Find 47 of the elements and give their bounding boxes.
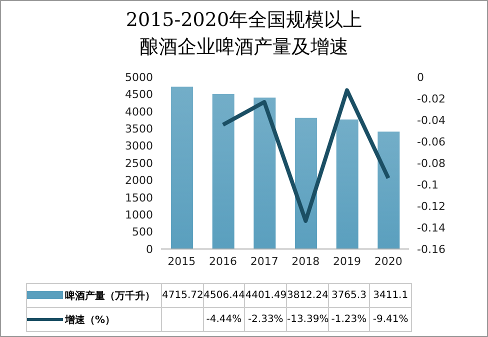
chart-title: 2015-2020年全国规模以上酿酒企业啤酒产量及增速 xyxy=(124,8,364,60)
data-label: -2.33% xyxy=(244,308,286,332)
x-tick-label: 2016 xyxy=(209,254,237,268)
y2-tick-label: -0.02 xyxy=(417,92,446,106)
y-tick-label: 4500 xyxy=(125,88,153,102)
data-label: 3812.24 xyxy=(286,284,328,308)
y2-tick-label: -0.08 xyxy=(417,156,446,170)
bar xyxy=(171,86,193,249)
data-label: -4.44% xyxy=(203,308,245,332)
data-label: -13.39% xyxy=(286,308,329,332)
y-tick-label: 1000 xyxy=(125,208,153,222)
y-tick-label: 0 xyxy=(146,242,153,256)
y2-tick-label: -0.1 xyxy=(417,178,438,192)
x-tick-label: 2015 xyxy=(168,254,196,268)
y2-tick-label: 0 xyxy=(417,70,424,84)
y-tick-label: 2500 xyxy=(125,156,153,170)
y-tick-label: 4000 xyxy=(125,105,153,118)
x-tick-label: 2017 xyxy=(250,254,278,268)
line-series xyxy=(221,88,390,223)
legend-label: 啤酒产量（万千升） xyxy=(26,284,162,308)
y2-tick-label: -0.04 xyxy=(417,114,446,127)
x-tick-label: 2019 xyxy=(333,254,361,268)
y-tick-label: 5000 xyxy=(125,70,153,84)
y2-tick-label: -0.14 xyxy=(417,221,446,234)
bar xyxy=(254,98,276,249)
y2-tick-label: -0.06 xyxy=(417,135,446,148)
y-tick-label: 1500 xyxy=(125,191,153,204)
bar xyxy=(295,118,317,249)
y-tick-label: 3000 xyxy=(125,140,153,153)
data-label: 3411.1 xyxy=(370,284,412,308)
y-tick-label: 3500 xyxy=(125,122,153,136)
bar xyxy=(378,132,400,249)
x-tick-label: 2018 xyxy=(292,254,320,268)
bar xyxy=(212,94,234,249)
x-tick-label: 2020 xyxy=(374,254,402,268)
bar xyxy=(336,119,358,249)
data-label: 4715.72 xyxy=(162,284,204,308)
data-label: -9.41% xyxy=(370,308,412,332)
data-label: 4401.49 xyxy=(244,284,287,308)
y-tick-label: 500 xyxy=(132,226,153,239)
legend-label: 增速（%） xyxy=(26,308,162,332)
y2-tick-label: -0.16 xyxy=(417,242,446,256)
data-label: 4506.44 xyxy=(203,284,246,308)
data-label: -1.23% xyxy=(328,308,370,332)
y2-tick-label: -0.12 xyxy=(417,200,446,213)
data-label: 3765.3 xyxy=(328,284,370,308)
y-tick-label: 2000 xyxy=(125,174,153,188)
